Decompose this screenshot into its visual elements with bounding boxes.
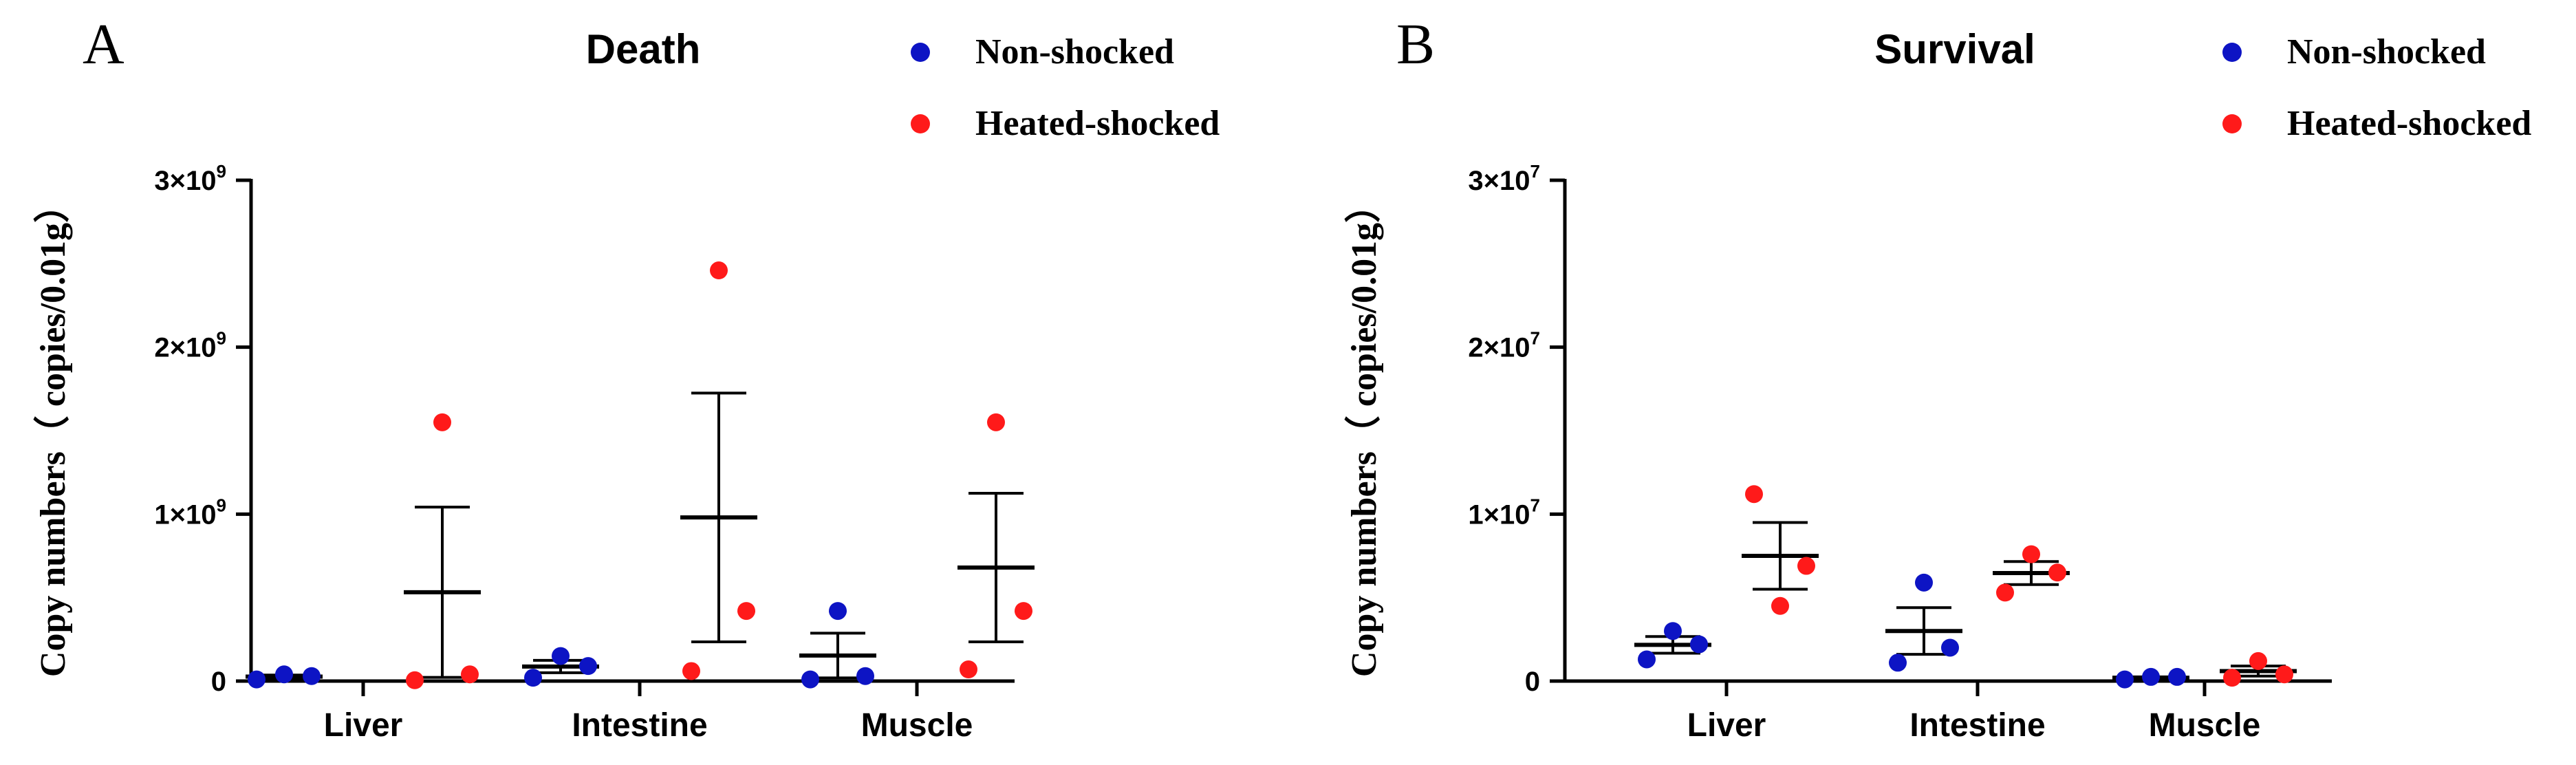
panel-b-y-tick-label: 2×107 xyxy=(1468,328,1540,363)
panel-b-y-tick-exponent: 7 xyxy=(1530,328,1540,349)
panel-a-point-non-shocked-liver xyxy=(275,665,293,684)
panel-a-legend-label-non-shocked: Non-shocked xyxy=(975,32,1174,72)
panel-b-y-tick-exponent: 7 xyxy=(1530,161,1540,182)
panel-a-y-tick-mantissa: 2×10 xyxy=(154,333,216,363)
panel-b-y-tick-label: 3×107 xyxy=(1468,161,1540,196)
panel-b-point-non-shocked-intestine xyxy=(1941,638,1959,657)
panel-a-y-tick-mantissa: 1×10 xyxy=(154,499,216,530)
panel-a-point-non-shocked-intestine xyxy=(552,647,570,665)
panel-b-point-heated-shocked-liver xyxy=(1797,557,1815,575)
panel-b-legend-label-non-shocked: Non-shocked xyxy=(2287,32,2486,72)
panel-b-y-tick-mantissa: 1×10 xyxy=(1468,499,1530,530)
panel-a-y-tick-exponent: 9 xyxy=(217,495,226,515)
panel-a-legend-marker-non-shocked xyxy=(911,43,930,62)
panel-b-point-non-shocked-liver xyxy=(1664,622,1682,640)
panel-b-title: Survival xyxy=(1874,26,2035,72)
panel-a-point-heated-shocked-muscle xyxy=(1015,602,1032,621)
panel-a-y-tick-exponent: 9 xyxy=(217,161,226,182)
panel-b-point-non-shocked-liver xyxy=(1690,635,1708,654)
panel-b-legend-marker-heated-shocked xyxy=(2222,114,2242,133)
panel-b-point-non-shocked-muscle xyxy=(2116,670,2134,689)
panel-a-point-heated-shocked-intestine xyxy=(682,662,700,680)
panel-b-point-non-shocked-muscle xyxy=(2142,667,2160,686)
panel-a-point-heated-shocked-liver xyxy=(461,665,479,684)
panel-a-point-non-shocked-intestine xyxy=(524,669,542,687)
panel-b-point-heated-shocked-liver xyxy=(1771,596,1789,615)
panel-a-point-heated-shocked-muscle xyxy=(960,660,977,679)
panel-b-letter: B xyxy=(1396,12,1435,76)
panel-b-x-tick-label: Liver xyxy=(1687,707,1766,744)
panel-a-y-tick-exponent: 9 xyxy=(217,328,226,349)
panel-a-legend-marker-heated-shocked xyxy=(911,114,930,133)
panel-a-point-non-shocked-muscle xyxy=(856,667,874,685)
panel-b-point-heated-shocked-intestine xyxy=(2048,563,2066,582)
panel-a-point-heated-shocked-intestine xyxy=(737,602,755,621)
panel-b-point-non-shocked-intestine xyxy=(1889,654,1907,672)
panel-a-letter: A xyxy=(83,12,125,76)
panel-b-legend-label-heated-shocked: Heated-shocked xyxy=(2287,104,2531,143)
panel-a-title: Death xyxy=(586,26,701,72)
panel-a-point-non-shocked-liver xyxy=(248,670,266,689)
panel-b-point-non-shocked-intestine xyxy=(1915,573,1933,592)
panel-b-point-heated-shocked-intestine xyxy=(1996,583,2014,602)
panel-b-x-tick-label: Intestine xyxy=(1909,707,2045,744)
panel-b-y-tick-mantissa: 2×10 xyxy=(1468,333,1530,363)
panel-a-point-non-shocked-liver xyxy=(303,667,321,685)
panel-b-y-tick-exponent: 7 xyxy=(1530,495,1540,515)
panel-b-legend-marker-non-shocked xyxy=(2222,43,2242,62)
panel-a-y-tick-label: 0 xyxy=(211,667,226,697)
panel-a-y-tick-label: 1×109 xyxy=(154,495,226,530)
panel-a-point-heated-shocked-muscle xyxy=(987,413,1005,431)
panel-b-y-tick-label: 1×107 xyxy=(1468,495,1540,530)
panel-a-x-tick-label: Intestine xyxy=(572,707,707,744)
panel-a-point-non-shocked-muscle xyxy=(801,670,819,689)
panel-b-point-heated-shocked-muscle xyxy=(2249,651,2267,670)
panel-b-point-heated-shocked-liver xyxy=(1745,485,1763,504)
panel-b-point-non-shocked-muscle xyxy=(2168,667,2186,686)
panel-b-y-tick-mantissa: 3×10 xyxy=(1468,166,1530,196)
panel-a-point-heated-shocked-liver xyxy=(406,671,424,689)
panel-b-y-axis-label: Copy numbers（ copies/0.01g） xyxy=(1344,187,1384,677)
panel-b-x-tick-label: Muscle xyxy=(2149,707,2261,744)
panel-a-x-tick-label: Liver xyxy=(324,707,403,744)
panel-a-point-non-shocked-muscle xyxy=(829,602,847,621)
panel-a-legend-label-heated-shocked: Heated-shocked xyxy=(975,104,1220,143)
panel-a-y-tick-label: 3×109 xyxy=(154,161,226,196)
panel-b-point-heated-shocked-muscle xyxy=(2275,665,2293,684)
panel-a-point-non-shocked-intestine xyxy=(579,657,597,676)
panel-b-y-tick-label: 0 xyxy=(1525,667,1540,697)
panel-b-point-heated-shocked-muscle xyxy=(2223,669,2241,687)
panel-b-point-non-shocked-liver xyxy=(1638,650,1656,669)
panel-a-x-tick-label: Muscle xyxy=(861,707,973,744)
panel-a-y-tick-mantissa: 3×10 xyxy=(154,166,216,196)
panel-a-point-heated-shocked-intestine xyxy=(710,261,728,280)
panel-a-y-tick-label: 2×109 xyxy=(154,328,226,363)
panel-b-point-heated-shocked-intestine xyxy=(2022,545,2040,563)
panel-a-y-axis-label: Copy numbers（ copies/0.01g） xyxy=(33,187,73,677)
panel-a-point-heated-shocked-liver xyxy=(433,413,451,431)
